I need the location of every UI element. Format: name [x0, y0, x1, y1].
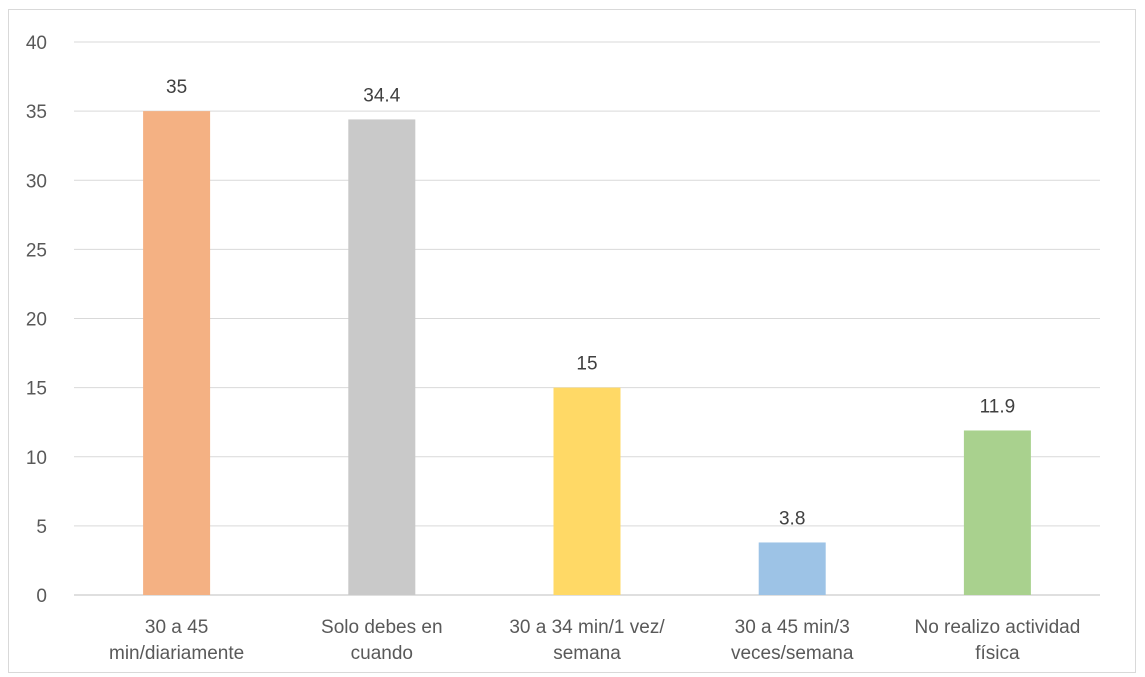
category-label-5-line-1: No realizo actividad: [914, 617, 1080, 638]
category-label-3-line-2: semana: [553, 643, 621, 664]
category-label-3-line-1: 30 a 34 min/1 vez/: [509, 617, 665, 638]
category-label-4-line-1: 30 a 45 min/3: [735, 617, 850, 638]
data-label-1: 35: [166, 77, 187, 98]
y-tick-label-25: 25: [26, 240, 47, 261]
category-label-4-line-2: veces/semana: [731, 643, 854, 664]
bar-4: [758, 542, 826, 595]
y-tick-label-20: 20: [26, 310, 47, 331]
y-tick-label-30: 30: [26, 171, 47, 192]
y-tick-label-40: 40: [26, 33, 47, 54]
category-label-1-line-2: min/diariamente: [109, 643, 244, 664]
y-tick-label-35: 35: [26, 102, 47, 123]
bar-2: [348, 119, 416, 596]
data-label-5: 11.9: [980, 396, 1016, 417]
category-label-2-line-1: Solo debes en: [321, 617, 443, 638]
bar-3: [553, 387, 621, 595]
bar-1: [143, 111, 211, 595]
category-label-1-line-1: 30 a 45: [145, 617, 208, 638]
category-label-5-line-2: física: [975, 643, 1020, 664]
y-tick-label-10: 10: [26, 448, 47, 469]
y-tick-label-5: 5: [36, 517, 47, 538]
category-label-2-line-2: cuando: [351, 643, 413, 664]
bar-5: [963, 430, 1031, 595]
data-label-2: 34.4: [363, 85, 400, 106]
y-tick-label-15: 15: [26, 379, 47, 400]
y-tick-label-0: 0: [36, 586, 47, 607]
data-label-4: 3.8: [779, 508, 805, 529]
data-label-3: 15: [576, 354, 597, 375]
